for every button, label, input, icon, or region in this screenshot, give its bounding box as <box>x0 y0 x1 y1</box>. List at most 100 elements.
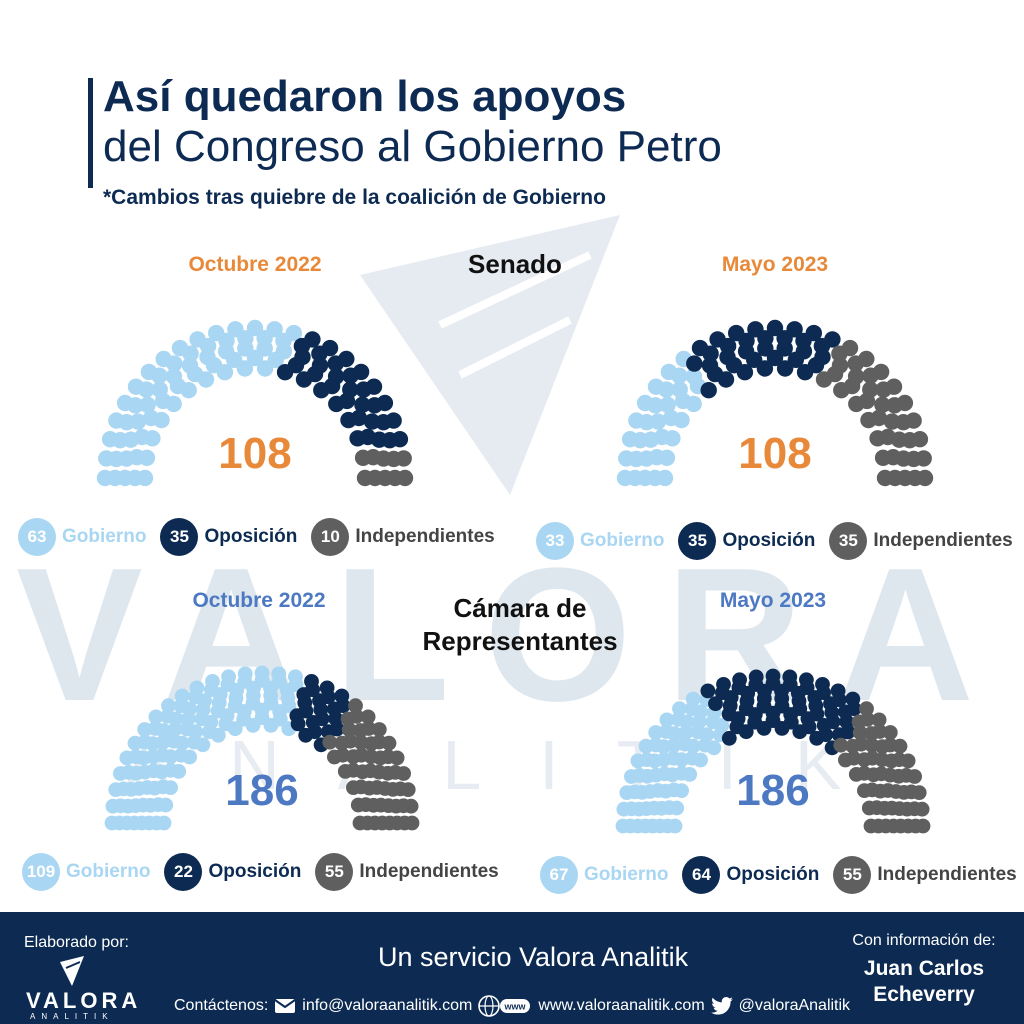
valora-logo-icon <box>60 956 84 986</box>
legend-label: Oposición <box>726 864 820 885</box>
seat-dot <box>216 364 234 381</box>
legend-item: 109 Gobierno <box>22 853 150 891</box>
seat-dot <box>795 343 813 360</box>
seat-dot <box>341 722 357 738</box>
seat-dot <box>673 411 690 429</box>
seat-dot <box>139 396 156 413</box>
seat-dot <box>321 339 339 357</box>
seat-dot <box>872 363 890 381</box>
seat-dot <box>699 727 715 743</box>
seat-dot <box>180 382 197 399</box>
seat-dot <box>294 348 311 366</box>
seat-dot <box>138 381 155 398</box>
seat-dot <box>818 727 834 743</box>
seat-dot <box>738 332 755 350</box>
parliament-charts: 108 108 186 186 <box>96 319 934 834</box>
seat-dot <box>171 764 187 779</box>
seat-dot <box>403 798 419 814</box>
contact-email-link[interactable]: info@valoraanalitik.com <box>302 997 473 1014</box>
seat-dot <box>210 727 226 743</box>
seat-dot <box>237 330 254 347</box>
seat-dot <box>272 711 288 727</box>
seat-dot <box>860 711 875 727</box>
footer-author: Juan Carlos Echeverry <box>838 956 1010 1008</box>
seat-dot <box>702 345 719 362</box>
seat-dot <box>736 364 754 381</box>
seat-dot <box>871 712 887 728</box>
contact-twitter-link[interactable]: @valoraAnalitik <box>738 997 851 1014</box>
seat-dot <box>182 701 198 717</box>
seat-dot <box>824 331 841 348</box>
legend-count-badge: 33 <box>536 522 574 560</box>
seat-dot <box>671 381 688 398</box>
seat-dot <box>197 371 215 388</box>
seat-dot <box>307 724 323 740</box>
seat-dot <box>285 324 302 342</box>
seat-dot <box>671 367 688 384</box>
seat-dot <box>311 357 329 374</box>
seat-dot <box>348 698 363 714</box>
section-camara: Cámara de Representantes <box>422 593 618 656</box>
legend-item: 10 Independientes <box>311 518 495 556</box>
seat-dot <box>700 683 716 699</box>
web-badge-text: www <box>504 1002 527 1012</box>
seat-dot <box>305 682 320 698</box>
legend-count-badge: 35 <box>160 518 199 556</box>
period-senado-oct: Octubre 2022 <box>188 253 322 276</box>
seat-dot <box>896 394 914 412</box>
seat-dot <box>314 711 330 727</box>
seat-dot <box>349 708 364 724</box>
total-seats-label: 108 <box>738 429 811 478</box>
seat-dot <box>841 339 859 357</box>
legend-senado-oct: 63 Gobierno 35 Oposición 10 Independientes <box>18 518 509 556</box>
seat-dot <box>700 382 717 399</box>
seat-dot <box>805 324 822 342</box>
seat-dot <box>669 800 685 816</box>
seat-dot <box>685 395 702 413</box>
seat-dot <box>716 677 731 692</box>
seat-dot <box>323 377 341 395</box>
period-camara-oct: Octubre 2022 <box>192 589 326 612</box>
legend-item: 33 Gobierno <box>536 522 664 560</box>
seat-dot <box>840 724 856 740</box>
seat-dot <box>916 469 934 487</box>
contact-website-link[interactable]: www.valoraanalitik.com <box>538 997 705 1014</box>
seat-dot <box>914 801 930 817</box>
seat-dot <box>165 368 183 385</box>
seat-dot <box>148 709 164 725</box>
seat-dot <box>144 430 161 447</box>
seat-dot <box>701 357 719 374</box>
seat-dot <box>915 450 932 467</box>
legend-count-badge: 109 <box>22 853 60 891</box>
seat-dot <box>833 737 849 753</box>
seat-dot <box>682 767 698 782</box>
legend-item: 35 Oposición <box>678 522 815 560</box>
seat-dot <box>189 680 205 696</box>
legend-label: Oposición <box>204 526 298 547</box>
footer-info-label: Con información de: <box>852 932 996 949</box>
seat-dot <box>168 711 184 727</box>
seat-dot <box>381 735 397 751</box>
seat-dot <box>766 319 784 337</box>
seat-dot <box>685 738 701 754</box>
seat-dot <box>843 377 861 395</box>
seat-dot <box>831 357 849 374</box>
seat-dot <box>174 735 190 751</box>
seat-dot <box>396 469 414 487</box>
seat-dot <box>783 714 799 730</box>
seat-dot <box>615 818 631 834</box>
seat-dot <box>153 411 170 429</box>
seat-dot <box>756 360 774 377</box>
seat-dot <box>658 381 675 398</box>
seat-dot <box>825 714 841 730</box>
seat-dot <box>874 396 891 413</box>
footer-service: Un servicio Valora Analitik <box>378 942 689 972</box>
seat-dot <box>852 725 868 741</box>
seat-dot <box>667 726 682 741</box>
seat-dot <box>166 355 183 372</box>
parliament-chart-3: 186 <box>615 668 931 834</box>
seat-dot <box>389 750 405 766</box>
seat-dot <box>738 724 754 740</box>
seat-dot <box>858 350 875 368</box>
seat-dot <box>659 712 675 728</box>
